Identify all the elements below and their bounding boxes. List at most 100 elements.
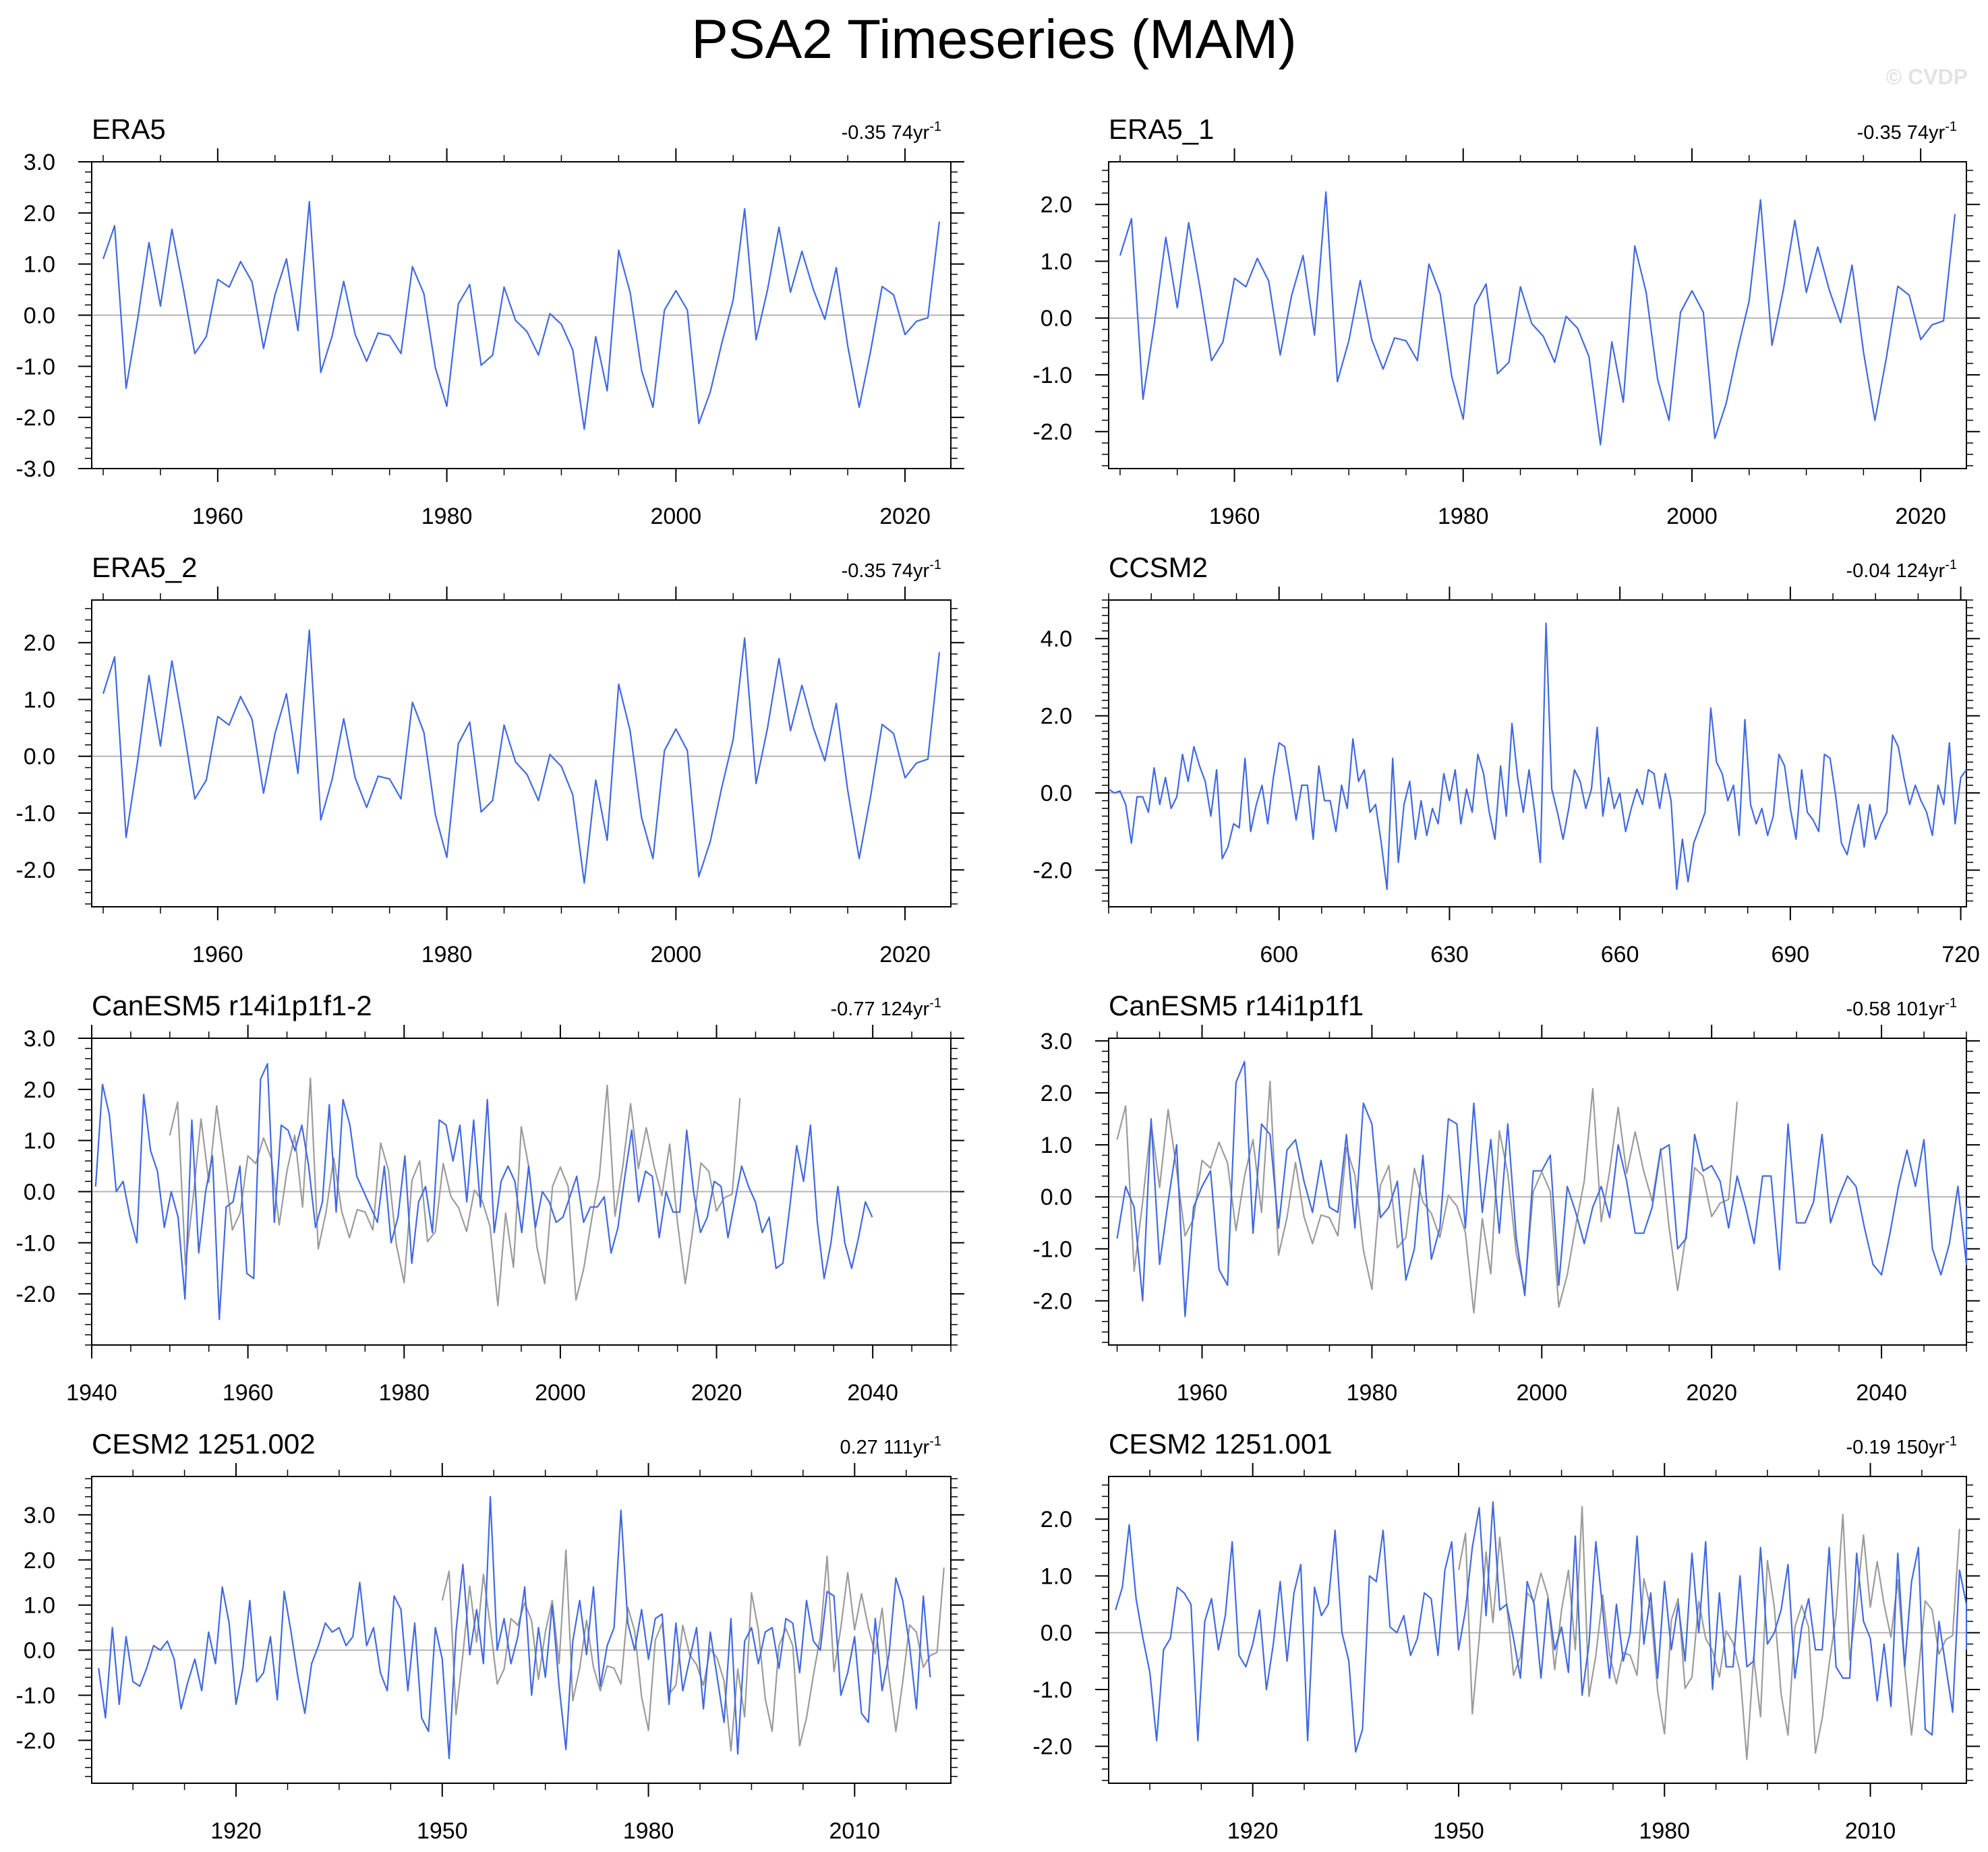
- y-tick-label: 0.0: [24, 303, 55, 329]
- trend-label: -0.35 74yr-1: [842, 119, 941, 144]
- watermark: © CVDP: [1885, 65, 1968, 89]
- y-tick-label: -2.0: [16, 405, 55, 431]
- y-tick-label: 2.0: [24, 1077, 55, 1103]
- y-tick-label: -2.0: [1032, 419, 1072, 445]
- plot-frame: [1108, 161, 1967, 469]
- panel-title: ERA5: [92, 113, 166, 145]
- chart-panel-2: ERA5_1 -0.35 74yr-1 -2.0 -1.0 0.0 1.0 2.0 1960 1…: [1032, 113, 1980, 529]
- y-tick-label: 2.0: [1041, 704, 1072, 729]
- y-tick-label: -2.0: [16, 1282, 55, 1307]
- x-tick-label: 2020: [879, 504, 931, 529]
- y-tick-label: 1.0: [24, 252, 55, 278]
- trend-label: 0.27 111yr-1: [840, 1434, 941, 1458]
- x-tick-label: 1980: [623, 1818, 674, 1844]
- x-tick-label: 1960: [223, 1380, 274, 1406]
- y-tick-label: -1.0: [16, 1683, 55, 1709]
- x-tick-label: 1980: [1639, 1818, 1690, 1844]
- plot-frame: [91, 1476, 952, 1784]
- chart-panel-7: CESM2 1251.002 0.27 111yr-1 -2.0 -1.0 0.0 1.0…: [16, 1428, 964, 1844]
- y-tick-label: -1.0: [16, 1230, 55, 1256]
- y-tick-label: 1.0: [1041, 1133, 1072, 1158]
- series-line-canesm5-r14i1p1f1-2: [94, 1063, 873, 1321]
- series-line-era5: [1457, 1505, 1960, 1760]
- trend-value: -0.35 74yr: [842, 560, 930, 582]
- x-tick-label: 2040: [847, 1380, 898, 1406]
- series-line-cesm2-1251-001: [1115, 1501, 1968, 1753]
- y-tick-label: 2.0: [24, 1548, 55, 1574]
- x-tick-label: 2020: [1895, 504, 1946, 529]
- trend-label: -0.35 74yr-1: [842, 558, 941, 582]
- y-tick-label: 0.0: [24, 744, 55, 770]
- x-tick-label: 690: [1771, 942, 1809, 967]
- y-tick-label: 0.0: [1041, 306, 1072, 332]
- chart-panel-6: CanESM5 r14i1p1f1 -0.58 101yr-1 -2.0 -1.0 0.…: [1032, 990, 1980, 1406]
- trend-exponent: -1: [1945, 996, 1957, 1011]
- x-tick-label: 2020: [1686, 1380, 1737, 1406]
- x-tick-label: 1960: [192, 942, 243, 967]
- y-tick-label: 4.0: [1041, 626, 1072, 652]
- y-tick-label: 2.0: [24, 630, 55, 656]
- x-tick-label: 1980: [421, 942, 473, 967]
- x-tick-label: 2020: [879, 942, 931, 967]
- plot-frame: [91, 599, 952, 907]
- x-tick-label: 2020: [691, 1380, 742, 1406]
- y-tick-label: -2.0: [16, 858, 55, 883]
- x-tick-label: 2000: [1666, 504, 1718, 529]
- y-tick-label: -1.0: [1032, 1677, 1072, 1703]
- y-tick-label: 1.0: [1041, 249, 1072, 274]
- y-tick-label: 0.0: [1041, 1621, 1072, 1646]
- x-tick-label: 1920: [1227, 1818, 1279, 1844]
- trend-value: -0.04 124yr: [1846, 560, 1946, 582]
- y-tick-label: 1.0: [1041, 1563, 1072, 1589]
- x-tick-label: 1960: [192, 504, 243, 529]
- trend-label: -0.19 150yr-1: [1846, 1434, 1958, 1458]
- x-tick-label: 2010: [829, 1818, 880, 1844]
- x-tick-label: 1980: [1347, 1380, 1398, 1406]
- y-tick-label: -1.0: [1032, 363, 1072, 388]
- y-tick-label: 3.0: [1041, 1029, 1072, 1054]
- y-tick-label: -1.0: [1032, 1236, 1072, 1262]
- trend-exponent: -1: [929, 119, 941, 134]
- trend-exponent: -1: [1945, 1434, 1957, 1449]
- trend-value: -0.77 124yr: [831, 998, 930, 1020]
- trend-value: -0.19 150yr: [1846, 1437, 1946, 1458]
- x-tick-label: 1940: [66, 1380, 117, 1406]
- x-tick-label: 720: [1941, 942, 1980, 967]
- y-tick-label: 1.0: [24, 687, 55, 713]
- trend-label: -0.58 101yr-1: [1846, 996, 1958, 1020]
- y-tick-label: -2.0: [1032, 1288, 1072, 1314]
- series-line-era5: [169, 1077, 741, 1307]
- series-line-canesm5-r14i1p1f1: [1116, 1061, 1968, 1317]
- y-tick-label: 2.0: [1041, 192, 1072, 218]
- x-tick-label: 660: [1601, 942, 1639, 967]
- chart-panel-5: CanESM5 r14i1p1f1-2 -0.77 124yr-1 -2.0 -1.0…: [16, 990, 964, 1406]
- panel-title: CanESM5 r14i1p1f1-2: [92, 990, 372, 1021]
- y-tick-label: 2.0: [1041, 1081, 1072, 1106]
- x-tick-label: 2000: [650, 942, 701, 967]
- x-tick-label: 1950: [417, 1818, 468, 1844]
- x-tick-label: 2000: [1516, 1380, 1567, 1406]
- series-line-era5-2: [102, 629, 941, 884]
- plot-frame: [1108, 599, 1967, 907]
- trend-value: -0.35 74yr: [842, 122, 930, 144]
- panel-title: CESM2 1251.002: [92, 1428, 316, 1460]
- trend-exponent: -1: [1945, 558, 1957, 572]
- chart-panel-3: ERA5_2 -0.35 74yr-1 -2.0 -1.0 0.0 1.0 2.0 1960 1…: [16, 551, 964, 967]
- x-tick-label: 630: [1430, 942, 1469, 967]
- x-tick-label: 1980: [421, 504, 473, 529]
- chart-panel-1: ERA5 -0.35 74yr-1 -3.0 -2.0 -1.0 0.0 1.0 2.0 3.0…: [16, 113, 964, 529]
- series-line-era5-1: [1119, 191, 1956, 446]
- page-title: PSA2 Timeseries (MAM): [691, 9, 1297, 70]
- panel-title: CESM2 1251.001: [1109, 1428, 1333, 1460]
- x-tick-label: 2000: [535, 1380, 586, 1406]
- y-tick-label: -3.0: [16, 456, 55, 482]
- y-tick-label: 0.0: [1041, 1185, 1072, 1210]
- chart-panel-8: CESM2 1251.001 -0.19 150yr-1 -2.0 -1.0 0.0 1.…: [1032, 1428, 1980, 1844]
- y-tick-label: 0.0: [24, 1638, 55, 1664]
- panel-title: ERA5_2: [92, 551, 197, 583]
- trend-value: -0.58 101yr: [1846, 998, 1946, 1020]
- x-tick-label: 1960: [1177, 1380, 1228, 1406]
- trend-exponent: -1: [929, 1434, 941, 1449]
- trend-exponent: -1: [929, 558, 941, 572]
